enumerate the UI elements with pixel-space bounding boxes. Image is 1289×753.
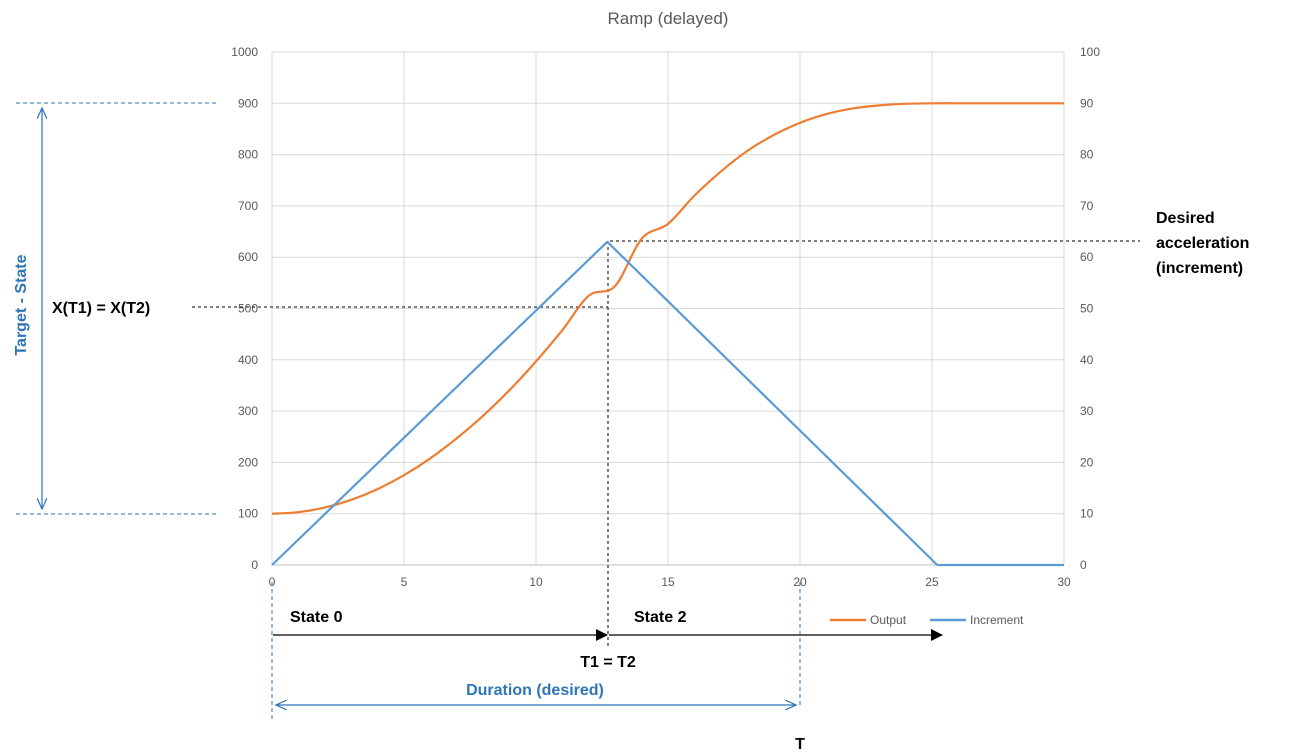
t1t2-label: T1 = T2 xyxy=(580,654,636,671)
legend: Output Increment xyxy=(830,613,1024,627)
y-right-tick-labels: 0 10 20 30 40 50 60 70 80 90 100 xyxy=(1080,45,1100,572)
duration-label: Duration (desired) xyxy=(466,682,604,699)
y-left-tick-label: 200 xyxy=(238,455,258,469)
y-left-tick-label: 600 xyxy=(238,250,258,264)
series-line-increment xyxy=(271,240,1064,567)
y-right-tick-label: 90 xyxy=(1080,96,1094,110)
y-left-tick-label: 100 xyxy=(238,507,258,521)
desired-label-line2: acceleration xyxy=(1156,235,1249,252)
y-right-tick-label: 0 xyxy=(1080,558,1087,572)
legend-label-increment: Increment xyxy=(970,613,1024,627)
state2-label: State 2 xyxy=(634,609,687,626)
y-right-tick-label: 50 xyxy=(1080,302,1094,316)
x-tick-label: 15 xyxy=(661,575,675,589)
y-left-tick-label: 500 xyxy=(238,302,258,316)
x-tick-label: 25 xyxy=(925,575,939,589)
x-equal-label: X(T1) = X(T2) xyxy=(52,300,150,317)
y-right-tick-label: 80 xyxy=(1080,148,1094,162)
y-left-tick-label: 400 xyxy=(238,353,258,367)
legend-label-output: Output xyxy=(870,613,907,627)
y-right-tick-label: 30 xyxy=(1080,404,1094,418)
t-label: T xyxy=(795,736,805,753)
x-tick-label: 30 xyxy=(1057,575,1071,589)
y-right-tick-label: 20 xyxy=(1080,455,1094,469)
y-left-tick-label: 900 xyxy=(238,96,258,110)
y-right-tick-label: 60 xyxy=(1080,250,1094,264)
y-right-tick-label: 40 xyxy=(1080,353,1094,367)
x-tick-labels: 051015202530 xyxy=(269,575,1071,589)
gridlines xyxy=(271,51,1065,565)
y-left-tick-labels: 0 100 200 300 400 500 600 700 800 900 1000 xyxy=(231,45,258,572)
desired-label-line1: Desired xyxy=(1156,210,1215,227)
y-left-tick-label: 1000 xyxy=(231,45,258,59)
target-state-label: Target - State xyxy=(13,254,30,355)
x-tick-label: 10 xyxy=(529,575,543,589)
state0-label: State 0 xyxy=(290,609,343,626)
desired-label-line3: (increment) xyxy=(1156,260,1243,277)
annotation-guides xyxy=(16,102,1140,722)
y-left-tick-label: 800 xyxy=(238,148,258,162)
y-right-tick-label: 100 xyxy=(1080,45,1100,59)
series-line-output xyxy=(271,102,1064,515)
y-left-tick-label: 700 xyxy=(238,199,258,213)
y-right-tick-label: 70 xyxy=(1080,199,1094,213)
chart-title: Ramp (delayed) xyxy=(608,9,729,28)
series xyxy=(271,102,1064,567)
y-left-tick-label: 300 xyxy=(238,404,258,418)
y-left-tick-label: 0 xyxy=(251,558,258,572)
x-tick-label: 5 xyxy=(401,575,408,589)
y-right-tick-label: 10 xyxy=(1080,507,1094,521)
